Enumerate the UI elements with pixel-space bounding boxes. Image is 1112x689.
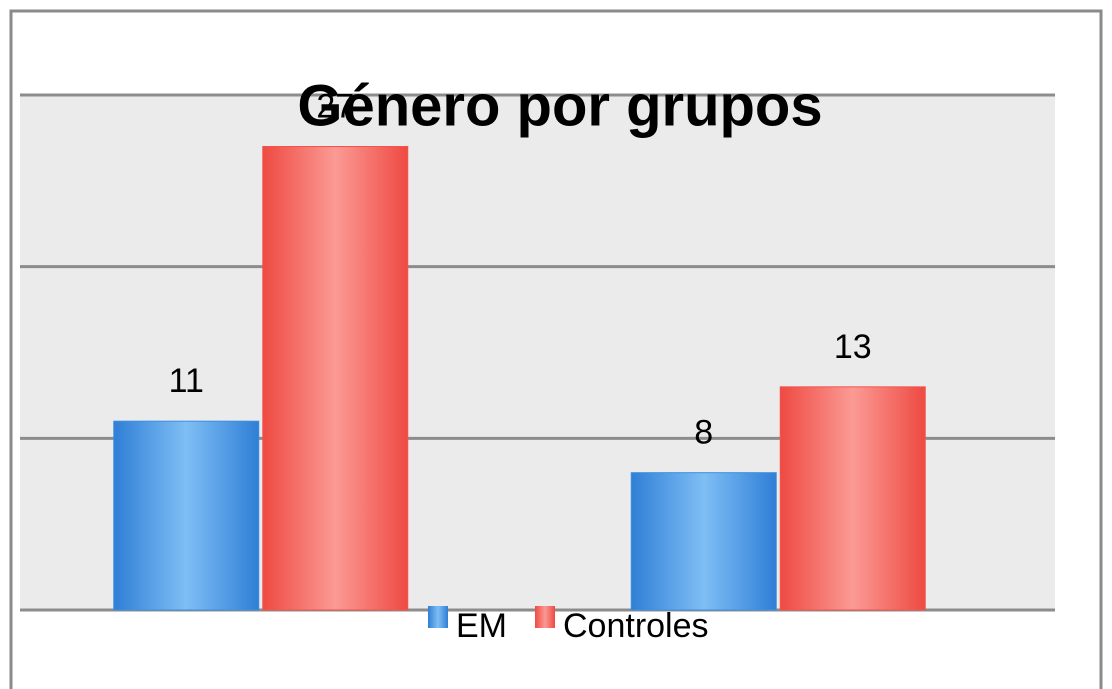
chart-title: Género por grupos [297,73,822,138]
bar [630,472,777,611]
data-label: 27 [316,87,354,125]
data-label: 11 [169,362,204,400]
data-label: 8 [694,414,713,452]
bar [779,386,926,611]
bar [113,420,260,611]
legend-label: EM [456,607,507,645]
legend-label: Controles [563,607,709,645]
bar [262,146,409,611]
data-label: 13 [834,328,872,366]
legend-swatch [428,606,448,628]
legend-swatch [535,606,555,628]
